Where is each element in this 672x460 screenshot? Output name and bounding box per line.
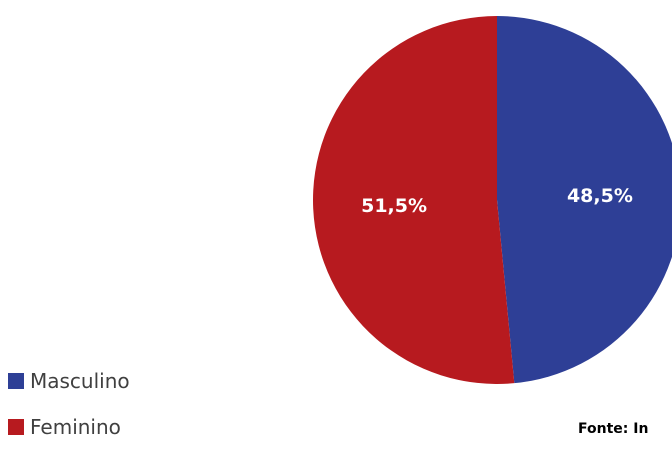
pie-slice-feminino xyxy=(313,16,515,384)
legend-item-feminino: Feminino xyxy=(8,414,130,440)
pie-slices xyxy=(313,16,672,384)
legend-label-feminino: Feminino xyxy=(30,415,121,439)
data-label-feminino: 51,5% xyxy=(361,195,427,217)
data-label-masculino: 48,5% xyxy=(567,185,633,207)
legend-item-masculino: Masculino xyxy=(8,368,130,394)
legend-label-masculino: Masculino xyxy=(30,369,130,393)
pie-slice-masculino xyxy=(497,16,672,384)
legend: Masculino Feminino xyxy=(8,368,130,460)
pie-chart: 48,5% 51,5% xyxy=(313,16,672,384)
legend-swatch-masculino xyxy=(8,373,24,389)
source-note: Fonte: In xyxy=(578,421,649,437)
slice-labels: 48,5% 51,5% xyxy=(361,185,633,217)
legend-swatch-feminino xyxy=(8,419,24,435)
